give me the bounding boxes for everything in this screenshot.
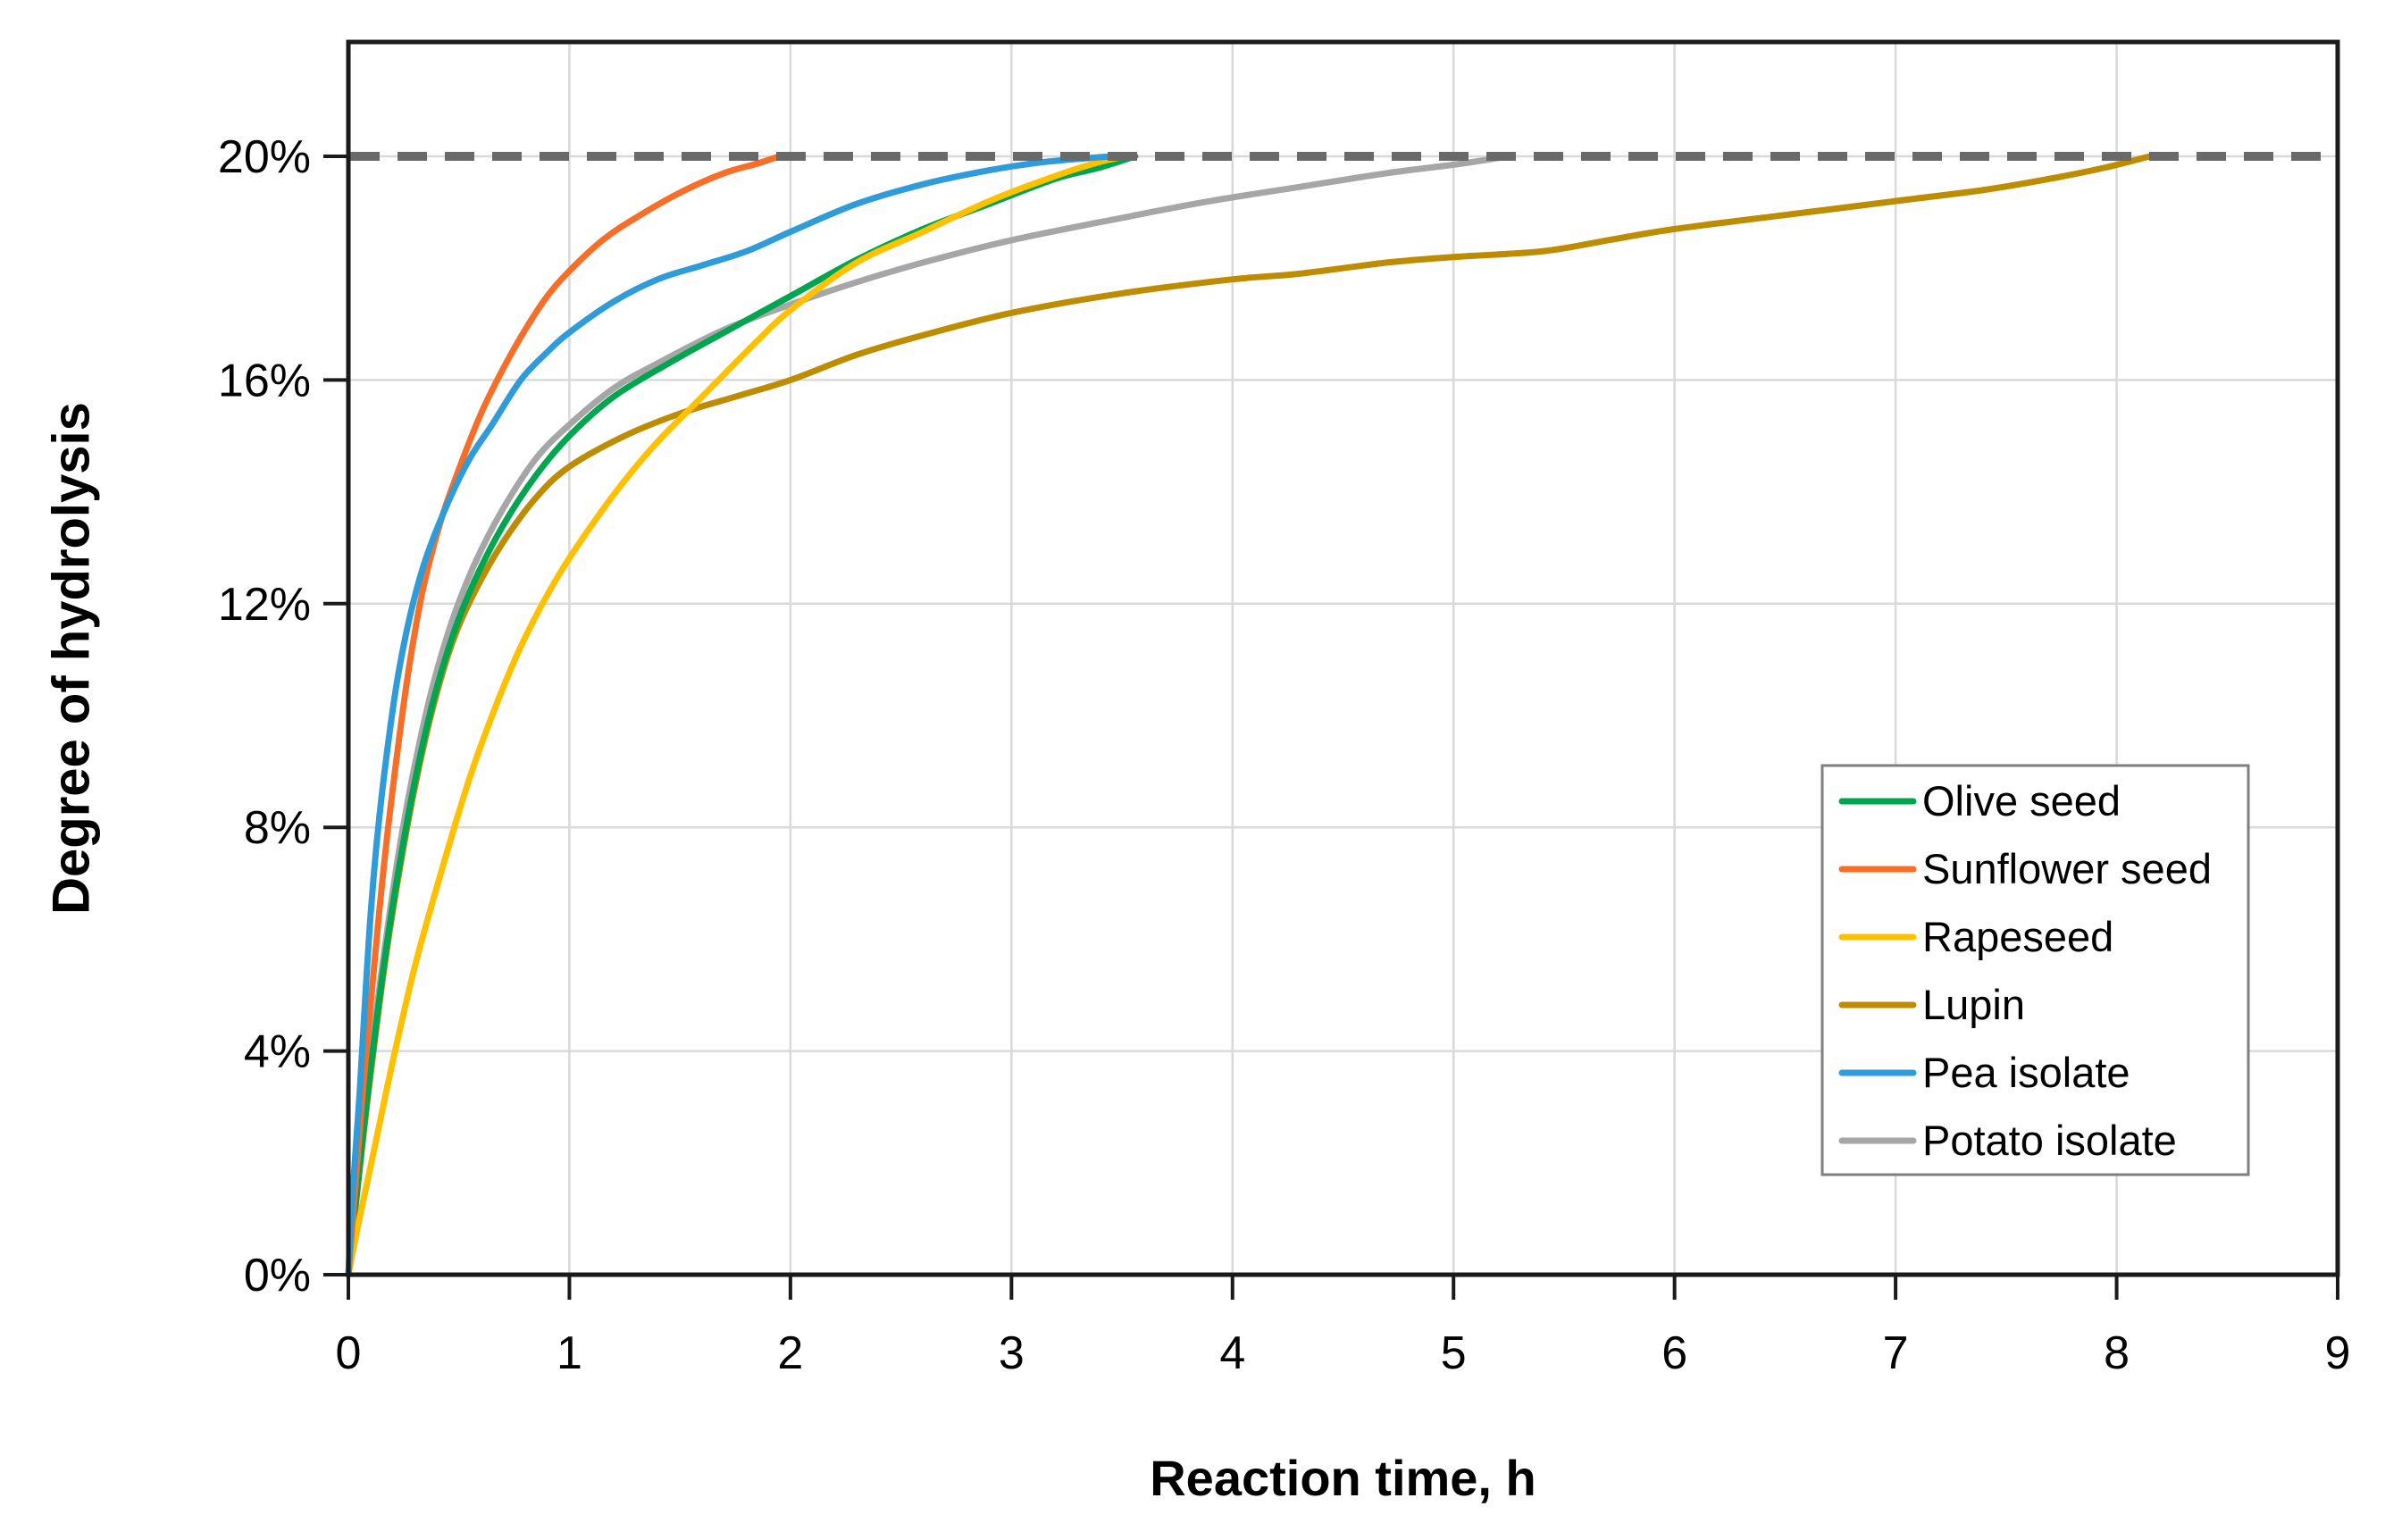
y-tick-label: 4% <box>244 1026 311 1078</box>
series-line-sunflower-seed <box>345 153 782 1278</box>
x-tick-label: 5 <box>1441 1327 1467 1379</box>
legend-entry-sunflower-seed: Sunflower seed <box>1838 845 2212 892</box>
x-tick-label: 3 <box>999 1327 1025 1379</box>
x-tick-label: 9 <box>2325 1327 2351 1379</box>
y-tick-label: 0% <box>244 1250 311 1301</box>
plot-border <box>346 39 2340 1277</box>
y-axis-title: Degree of hydrolysis <box>42 402 101 915</box>
x-tick-label: 4 <box>1219 1327 1245 1379</box>
legend-entry-pea-isolate: Pea isolate <box>1838 1049 2130 1096</box>
series-line-olive-seed <box>345 153 1139 1278</box>
series-line-rapeseed <box>345 153 1130 1278</box>
y-tick-label: 16% <box>218 355 311 406</box>
x-tick-label: 7 <box>1883 1327 1909 1379</box>
legend-label-olive-seed: Olive seed <box>1922 777 2121 824</box>
legend-label-pea-isolate: Pea isolate <box>1922 1049 2130 1096</box>
legend-label-potato-isolate: Potato isolate <box>1922 1117 2177 1164</box>
legend-label-rapeseed: Rapeseed <box>1922 913 2113 960</box>
series-line-potato-isolate <box>345 153 1512 1278</box>
legend-entry-olive-seed: Olive seed <box>1838 777 2121 824</box>
legend-entry-rapeseed: Rapeseed <box>1838 913 2113 960</box>
x-tick-label: 0 <box>336 1327 362 1379</box>
x-tick-label: 8 <box>2104 1327 2130 1379</box>
x-axis-title: Reaction time, h <box>1150 1450 1536 1506</box>
legend: Olive seed Sunflower seed Rapeseed Lupin Pea… <box>1820 764 2250 1176</box>
legend-entry-lupin: Lupin <box>1838 981 2025 1028</box>
y-tick-label: 8% <box>244 802 311 854</box>
series-line-pea-isolate <box>345 153 1115 1278</box>
legend-label-sunflower-seed: Sunflower seed <box>1922 845 2212 892</box>
tick-labels: 0 1 2 3 4 5 6 7 8 9 0% 4% 8% 12% 16% 20% <box>218 131 2351 1379</box>
y-tick-label: 20% <box>218 131 311 183</box>
legend-box <box>1820 764 2250 1176</box>
legend-entry-potato-isolate: Potato isolate <box>1838 1117 2177 1164</box>
x-tick-label: 6 <box>1661 1327 1687 1379</box>
y-tick-label: 12% <box>218 579 311 631</box>
x-tick-label: 2 <box>777 1327 803 1379</box>
x-tick-label: 1 <box>556 1327 582 1379</box>
series-curves <box>345 153 2154 1278</box>
axis-ticks <box>323 155 2339 1300</box>
legend-label-lupin: Lupin <box>1922 981 2025 1028</box>
